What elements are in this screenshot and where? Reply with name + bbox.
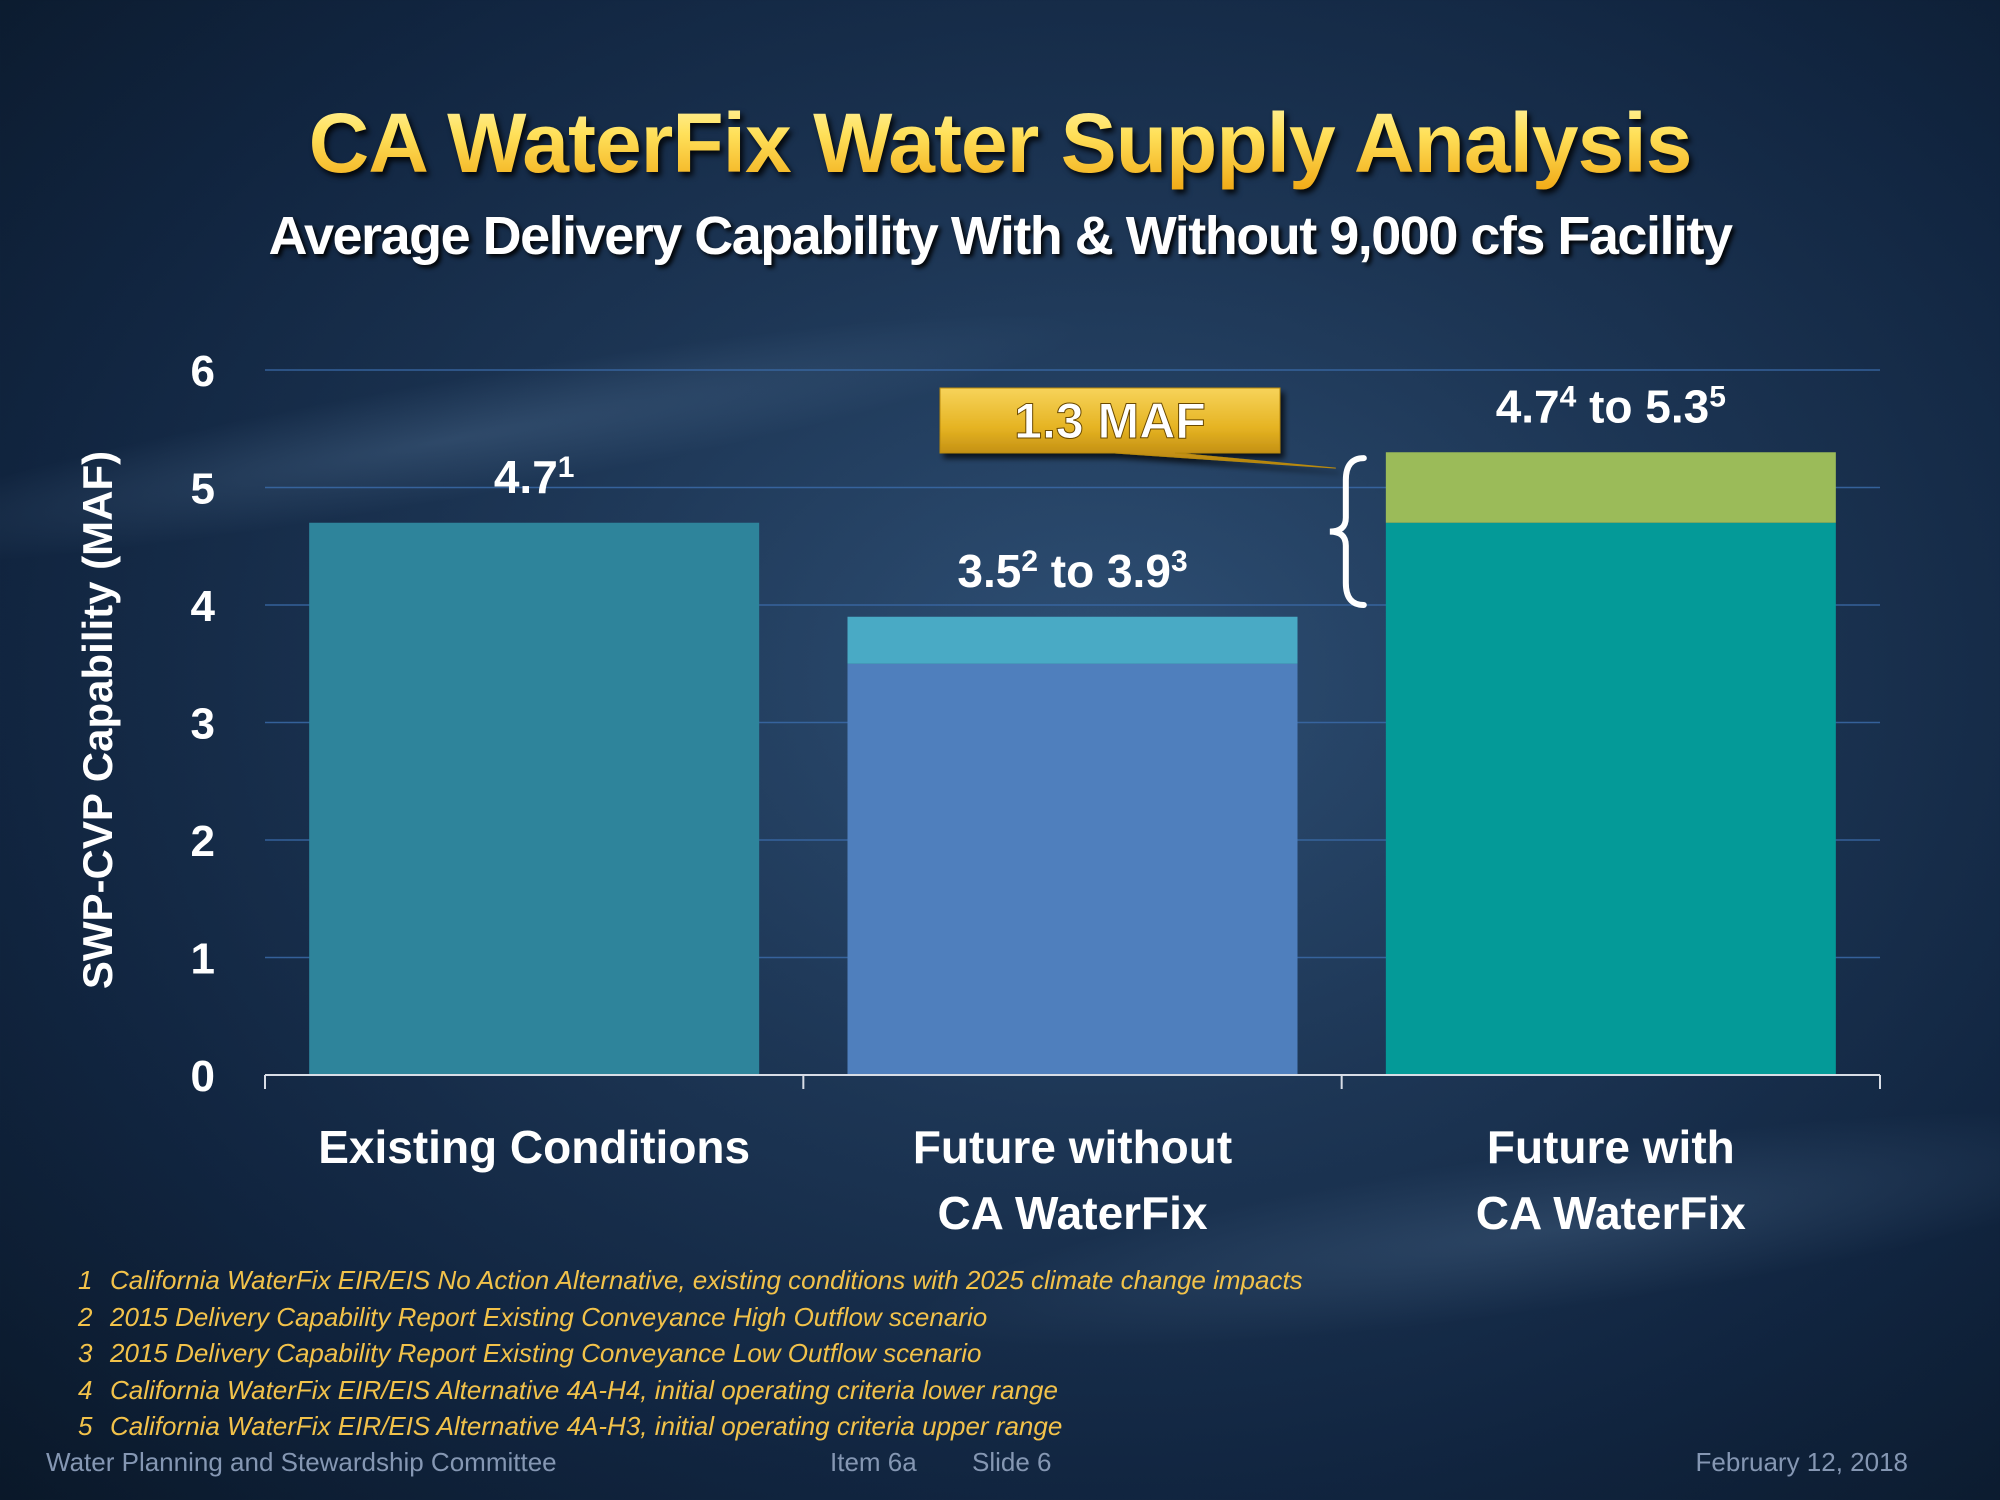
- footnote-item: 4 California WaterFix EIR/EIS Alternative…: [78, 1372, 1303, 1409]
- category-label: CA WaterFix: [1476, 1187, 1746, 1239]
- data-labels: 4.71 3.52 to 3.93 4.74 to 5.35: [494, 380, 1726, 597]
- footnote-text: California WaterFix EIR/EIS Alternative …: [110, 1374, 1058, 1405]
- category-label: Future with: [1487, 1121, 1735, 1173]
- data-label: 4.71: [494, 450, 575, 503]
- y-tick-label: 6: [191, 347, 215, 396]
- bar-segment: [309, 522, 760, 1075]
- footnote-item: 3 2015 Delivery Capability Report Existin…: [78, 1335, 1303, 1372]
- y-axis-label: SWP-CVP Capability (MAF): [74, 451, 121, 989]
- footnote-number: 5: [78, 1411, 93, 1441]
- bar-segment: [847, 616, 1298, 664]
- category-label: Existing Conditions: [318, 1121, 750, 1173]
- callout-text: 1.3 MAF: [1014, 393, 1206, 449]
- data-label: 4.74 to 5.35: [1496, 380, 1726, 433]
- x-axis: [264, 1074, 1881, 1089]
- bar-segment: [1385, 452, 1836, 523]
- data-label: 3.52 to 3.93: [957, 544, 1187, 597]
- y-tick-label: 3: [191, 700, 215, 749]
- category-labels: Existing Conditions Future without CA Wate…: [318, 1121, 1746, 1239]
- callout-group: 1.3 MAF: [939, 387, 1367, 608]
- footnote-number: 3: [78, 1338, 93, 1368]
- footnote-number: 2: [78, 1301, 93, 1332]
- y-tick-label: 1: [191, 935, 215, 984]
- slide-title: CA WaterFix Water Supply Analysis: [0, 95, 2000, 192]
- y-tick-label: 0: [191, 1052, 215, 1101]
- bar-segment: [1385, 522, 1836, 1075]
- footnotes: 1 California WaterFix EIR/EIS No Action A…: [78, 1262, 1303, 1445]
- footer-committee: Water Planning and Stewardship Committee: [46, 1447, 557, 1477]
- footnote-text: California WaterFix EIR/EIS No Action Al…: [110, 1265, 1303, 1295]
- footnote-number: 1: [78, 1265, 93, 1295]
- callout-box: [939, 387, 1336, 469]
- range-brace: [1329, 455, 1367, 608]
- bars: [309, 452, 1836, 1075]
- category-label: CA WaterFix: [937, 1187, 1207, 1239]
- slide-subtitle: Average Delivery Capability With & Witho…: [268, 206, 1733, 266]
- footnote-text: 2015 Delivery Capability Report Existing…: [110, 1301, 988, 1332]
- category-label: Future without: [913, 1121, 1232, 1173]
- footnote-text: California WaterFix EIR/EIS Alternative …: [110, 1411, 1063, 1441]
- footer-item: Item 6a: [830, 1447, 917, 1477]
- footnote-text: 2015 Delivery Capability Report Existing…: [110, 1338, 982, 1368]
- footnote-item: 1 California WaterFix EIR/EIS No Action A…: [78, 1262, 1303, 1299]
- y-tick-label: 4: [191, 582, 216, 631]
- footer-date: February 12, 2018: [1695, 1447, 1908, 1477]
- y-axis-ticks: 0 1 2 3 4 5 6: [191, 347, 216, 1101]
- bar-segment: [847, 663, 1298, 1075]
- footnote-item: 5 California WaterFix EIR/EIS Alternative…: [78, 1408, 1303, 1445]
- footnote-item: 2 2015 Delivery Capability Report Existin…: [78, 1299, 1303, 1336]
- footnote-number: 4: [78, 1374, 93, 1405]
- footer-slide-number: Slide 6: [972, 1447, 1052, 1477]
- y-tick-label: 5: [191, 465, 215, 514]
- y-tick-label: 2: [191, 817, 215, 866]
